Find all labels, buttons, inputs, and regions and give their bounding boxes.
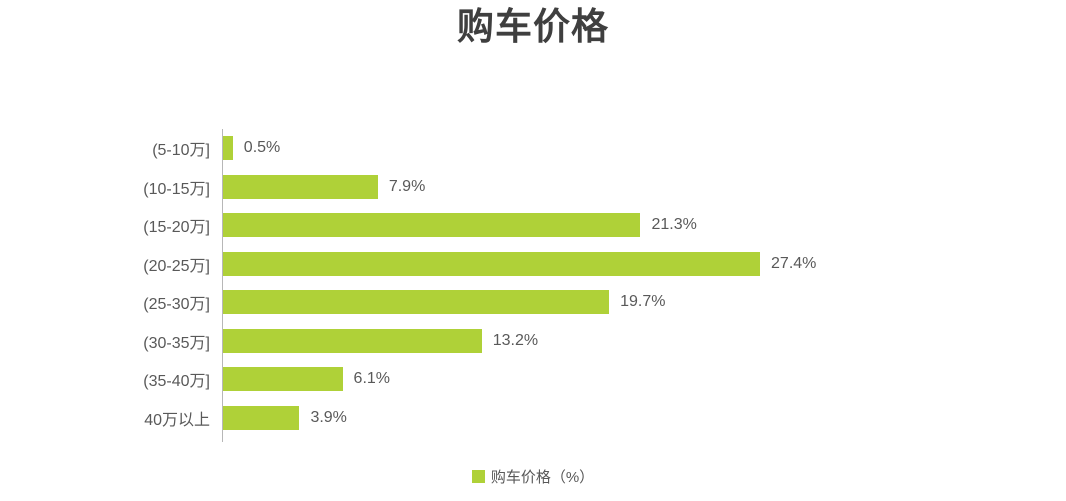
bar: [223, 328, 482, 353]
chart-rows: (5-10万] 0.5% (10-15万] 7.9% (15-20万] 21.3% (20-…: [0, 129, 1066, 437]
category-label: (20-25万]: [143, 257, 210, 275]
chart-row: (30-35万] 13.2%: [0, 322, 1066, 361]
value-label: 0.5%: [243, 139, 281, 157]
legend-label: 购车价格（%）: [490, 469, 595, 486]
chart-row: (20-25万] 27.4%: [0, 245, 1066, 284]
bar: [223, 367, 343, 392]
value-label: 13.2%: [492, 331, 539, 349]
bar: [223, 174, 378, 199]
category-label: (5-10万]: [152, 142, 210, 160]
category-label: (25-30万]: [143, 296, 210, 314]
value-label: 21.3%: [651, 216, 697, 234]
category-label: (30-35万]: [143, 334, 210, 352]
category-label: (35-40万]: [143, 373, 210, 391]
chart-row: (10-15万] 7.9%: [0, 168, 1066, 207]
value-label: 3.9%: [310, 408, 347, 426]
bar: [223, 136, 233, 161]
value-label: 6.1%: [353, 370, 391, 388]
bar: [223, 405, 300, 430]
chart-title: 购车价格: [457, 6, 609, 47]
chart-row: (25-30万] 19.7%: [0, 283, 1066, 322]
legend: 购车价格（%）: [0, 466, 1066, 487]
value-label: 7.9%: [388, 177, 426, 195]
category-label: (15-20万]: [143, 219, 210, 237]
legend-marker-icon: [471, 470, 485, 483]
value-label: 19.7%: [620, 293, 666, 311]
category-label: (10-15万]: [143, 180, 210, 198]
bar: [223, 251, 761, 276]
chart-row: 40万以上 3.9%: [0, 399, 1066, 438]
bar: [223, 213, 641, 238]
chart-row: (35-40万] 6.1%: [0, 360, 1066, 399]
y-axis-line: [222, 129, 223, 442]
category-label: 40万以上: [144, 411, 210, 429]
chart-row: (5-10万] 0.5%: [0, 129, 1066, 168]
chart-row: (15-20万] 21.3%: [0, 206, 1066, 245]
value-label: 27.4%: [771, 254, 817, 272]
bar: [223, 290, 610, 315]
